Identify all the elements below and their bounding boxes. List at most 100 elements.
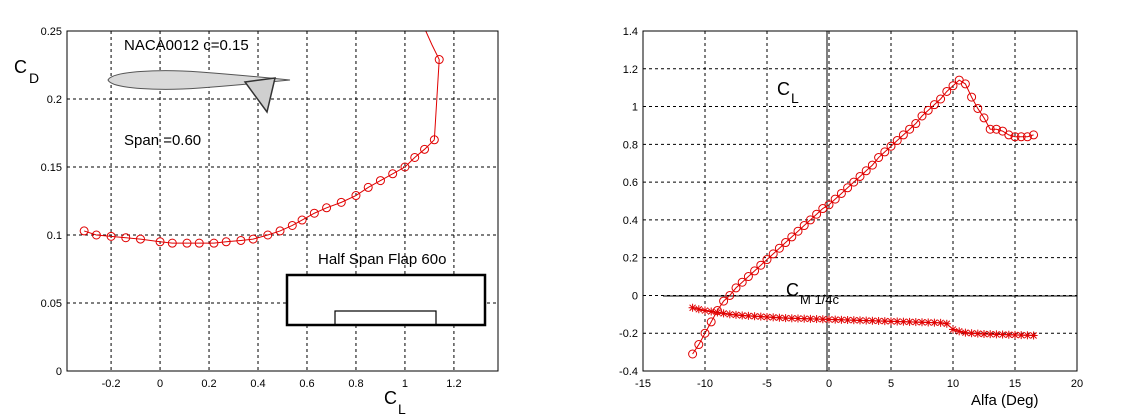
right-x-tick-label: -15 — [635, 378, 651, 390]
cl-point — [929, 100, 939, 110]
left-x-tick-label: 1.2 — [446, 378, 461, 390]
left-x-tick-label: 0.8 — [348, 378, 363, 390]
cl-point — [892, 136, 902, 146]
cm-point — [694, 305, 703, 314]
right-x-tick-label: -5 — [762, 378, 772, 390]
cd-point — [363, 182, 373, 192]
cl-point — [1010, 132, 1020, 142]
cl-point — [1016, 132, 1026, 142]
cl-point — [824, 200, 834, 210]
left-y-tick-label: 0.15 — [41, 162, 62, 174]
cd-point — [248, 234, 258, 244]
cl-point — [874, 153, 884, 163]
cl-point — [867, 160, 877, 170]
right-y-tick-label: 0.2 — [623, 253, 638, 265]
flap-icon — [243, 77, 276, 114]
cl-point — [917, 111, 927, 121]
cl-point — [774, 243, 784, 253]
right-y-tick-label: -0.2 — [619, 328, 638, 340]
cl-point — [973, 103, 983, 113]
cl-point — [694, 340, 704, 350]
right-x-tick-label: 20 — [1071, 378, 1083, 390]
cd-point — [79, 226, 89, 236]
cm-point — [707, 307, 716, 316]
right-x-ticks: -15 -10 -5 0 5 10 15 20 — [635, 378, 1083, 390]
left-x-axis-label: C — [384, 388, 397, 408]
cl-point — [849, 177, 859, 187]
flap-planform-diagram — [285, 273, 487, 327]
cl-point — [948, 81, 958, 91]
cm-point — [868, 316, 877, 325]
cl-point — [719, 296, 729, 306]
airfoil-icon — [107, 70, 291, 114]
cl-point — [737, 277, 747, 287]
right-x-axis-label: Alfa (Deg) — [971, 392, 1039, 409]
flap-planform — [334, 310, 437, 326]
right-x-tick-label: 0 — [826, 378, 832, 390]
cl-point — [836, 188, 846, 198]
left-y-tick-label: 0.2 — [47, 94, 62, 106]
span-label: Span =0.60 — [124, 132, 201, 149]
left-y-tick-label: 0 — [56, 366, 62, 378]
cl-point — [923, 105, 933, 115]
cd-point — [236, 235, 246, 245]
cd-tail-line — [425, 31, 440, 140]
cm-point — [1023, 331, 1032, 340]
cl-point — [942, 86, 952, 96]
left-x-tick-label: 0 — [157, 378, 163, 390]
cd-point — [275, 226, 285, 236]
cd-point — [322, 203, 332, 213]
left-y-tick-label: 0.05 — [41, 298, 62, 310]
cl-point — [991, 124, 1001, 134]
cm-point — [713, 308, 722, 317]
right-y-tick-label: 0.4 — [623, 215, 638, 227]
cm-series-label: C — [786, 280, 799, 300]
left-x-tick-label: 0.2 — [201, 378, 216, 390]
cl-point — [886, 141, 896, 151]
left-x-ticks: -0.2 0 0.2 0.4 0.6 0.8 1 1.2 — [102, 378, 462, 390]
cd-point — [375, 176, 385, 186]
cd-point — [434, 55, 444, 65]
cm-point — [756, 312, 765, 321]
cl-point — [985, 124, 995, 134]
right-y-tick-label: 1 — [632, 102, 638, 114]
cd-line — [83, 139, 435, 244]
cl-point — [1004, 130, 1014, 140]
left-y-axis-label: C — [14, 57, 27, 77]
left-plot-frame — [66, 30, 499, 372]
cd-point — [194, 238, 204, 248]
cl-point — [725, 290, 735, 300]
cl-cm-vs-alfa-plot: -15 -10 -5 0 5 10 15 20 -0.4 -0.2 0 0.2 0.4 0.6 0.8 1 1… — [619, 26, 1083, 409]
cm-point — [1029, 331, 1038, 340]
cl-point — [843, 183, 853, 193]
right-x-tick-label: 15 — [1009, 378, 1021, 390]
cl-point — [743, 272, 753, 282]
right-y-tick-label: 1.2 — [623, 64, 638, 76]
cl-point — [936, 94, 946, 104]
cl-point — [880, 147, 890, 157]
cl-point — [855, 171, 865, 181]
cm-point — [701, 306, 709, 315]
cd-point — [400, 162, 410, 172]
cl-point — [1022, 132, 1032, 142]
cm-point — [887, 317, 895, 326]
cl-series-label-sub: L — [791, 90, 799, 106]
left-x-tick-label: 0.6 — [299, 378, 314, 390]
cd-point — [287, 220, 297, 230]
cm-point — [837, 315, 846, 324]
cm-point — [961, 328, 970, 337]
left-x-tick-label: 1 — [402, 378, 408, 390]
cl-point — [731, 283, 741, 293]
cm-point — [949, 325, 957, 334]
cl-point — [768, 249, 778, 259]
cd-series — [79, 31, 444, 248]
right-x-tick-label: 5 — [888, 378, 894, 390]
cm-point — [955, 327, 964, 336]
cm-point — [899, 317, 908, 326]
wing-planform — [285, 273, 487, 327]
cd-point — [420, 144, 430, 154]
cd-point — [209, 238, 219, 248]
cm-point — [924, 318, 933, 327]
cl-series-label: C — [777, 79, 790, 99]
cl-point — [967, 92, 977, 102]
